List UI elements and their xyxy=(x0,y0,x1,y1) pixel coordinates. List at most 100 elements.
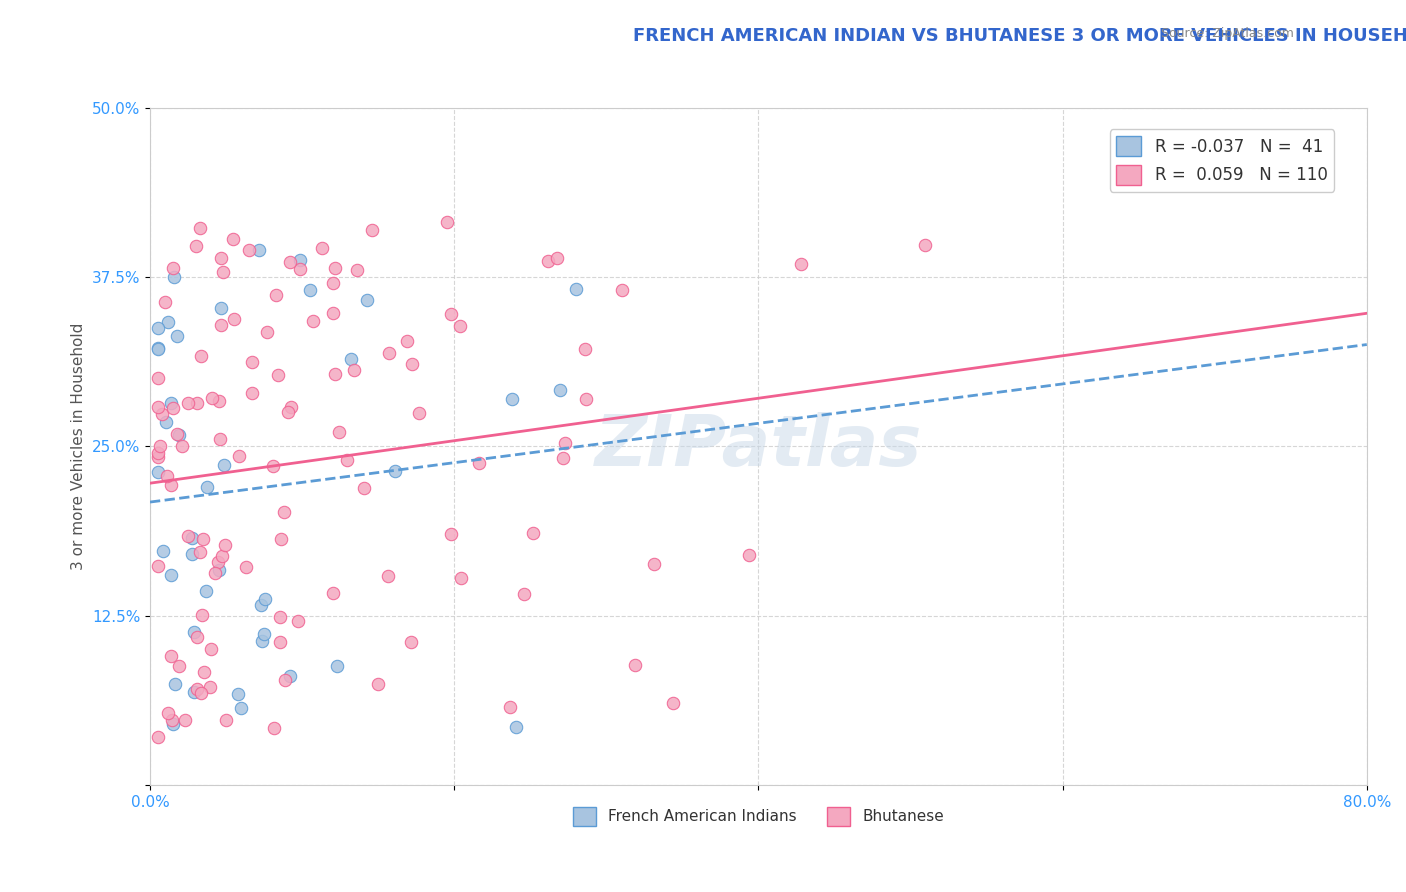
Point xyxy=(153,295,176,310)
Point xyxy=(575,392,598,406)
Point xyxy=(160,478,183,492)
Point xyxy=(546,251,568,265)
Point xyxy=(256,325,278,339)
Point xyxy=(235,560,257,574)
Point xyxy=(440,307,463,321)
Point xyxy=(263,722,285,736)
Point xyxy=(240,385,263,400)
Point xyxy=(440,527,463,541)
Point xyxy=(162,401,184,416)
Point xyxy=(278,669,301,683)
Point xyxy=(342,363,364,377)
Point xyxy=(367,677,389,691)
Point xyxy=(449,319,471,334)
Point xyxy=(280,401,302,415)
Point xyxy=(174,713,197,727)
Point xyxy=(200,642,222,657)
Point xyxy=(384,464,406,478)
Point xyxy=(513,586,536,600)
Point xyxy=(468,457,491,471)
Point xyxy=(553,451,575,466)
Point xyxy=(146,558,169,573)
Point xyxy=(186,682,208,697)
Point xyxy=(146,446,169,460)
Point xyxy=(408,406,430,420)
Legend: French American Indians, Bhutanese: French American Indians, Bhutanese xyxy=(567,801,950,831)
Point xyxy=(186,396,208,410)
Point xyxy=(274,673,297,688)
Point xyxy=(160,713,183,727)
Point xyxy=(172,439,194,453)
Y-axis label: 3 or more Vehicles in Household: 3 or more Vehicles in Household xyxy=(72,323,86,570)
Point xyxy=(565,282,588,296)
Point xyxy=(167,428,190,442)
Point xyxy=(152,544,174,558)
Point xyxy=(194,584,217,599)
Point xyxy=(250,634,273,648)
Point xyxy=(266,368,288,382)
Point xyxy=(661,696,683,710)
Point xyxy=(790,257,813,271)
Point xyxy=(328,425,350,439)
Point xyxy=(193,665,215,679)
Point xyxy=(277,405,299,419)
Point xyxy=(229,701,252,715)
Point xyxy=(399,635,422,649)
Point xyxy=(450,571,472,585)
Point xyxy=(146,342,169,356)
Point xyxy=(401,357,423,371)
Point xyxy=(356,293,378,307)
Point xyxy=(221,232,243,246)
Point xyxy=(222,311,245,326)
Point xyxy=(198,680,221,694)
Point xyxy=(270,533,292,547)
Point xyxy=(299,283,322,297)
Point xyxy=(166,328,188,343)
Point xyxy=(209,251,232,265)
Point xyxy=(195,480,218,494)
Point xyxy=(188,220,211,235)
Point xyxy=(322,306,344,320)
Point xyxy=(269,634,291,648)
Point xyxy=(209,301,232,315)
Point xyxy=(155,415,177,429)
Point xyxy=(212,458,235,472)
Point xyxy=(360,223,382,237)
Point xyxy=(190,686,212,700)
Point xyxy=(226,687,249,701)
Point xyxy=(240,355,263,369)
Point xyxy=(290,262,312,277)
Point xyxy=(177,529,200,543)
Point xyxy=(499,700,522,714)
Point xyxy=(501,392,523,406)
Point xyxy=(181,547,204,561)
Point xyxy=(262,459,284,474)
Point xyxy=(149,439,172,453)
Point xyxy=(204,566,226,581)
Point xyxy=(346,263,368,277)
Point xyxy=(150,407,173,421)
Point xyxy=(207,555,229,569)
Point xyxy=(288,253,311,268)
Text: ZIPatlas: ZIPatlas xyxy=(595,412,922,481)
Point xyxy=(436,215,458,229)
Point xyxy=(208,563,231,577)
Point xyxy=(146,730,169,744)
Point xyxy=(396,334,419,349)
Point xyxy=(209,318,232,333)
Point xyxy=(914,237,936,252)
Point xyxy=(167,659,190,673)
Point xyxy=(214,538,236,552)
Point xyxy=(163,676,186,690)
Text: FRENCH AMERICAN INDIAN VS BHUTANESE 3 OR MORE VEHICLES IN HOUSEHOLD CORRELATION : FRENCH AMERICAN INDIAN VS BHUTANESE 3 OR… xyxy=(633,27,1406,45)
Point xyxy=(253,627,276,641)
Point xyxy=(146,465,169,479)
Point xyxy=(287,614,309,628)
Point xyxy=(157,315,180,329)
Point xyxy=(610,283,633,297)
Point xyxy=(623,657,645,672)
Point xyxy=(522,526,544,541)
Point xyxy=(326,659,349,673)
Point xyxy=(166,427,188,442)
Point xyxy=(183,684,205,698)
